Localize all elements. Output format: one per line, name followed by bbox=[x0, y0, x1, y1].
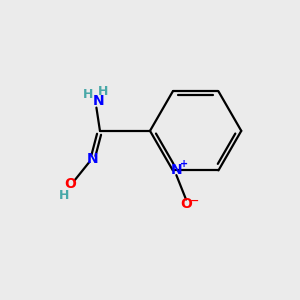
Text: +: + bbox=[180, 159, 188, 169]
Text: H: H bbox=[83, 88, 93, 100]
Text: N: N bbox=[87, 152, 98, 166]
Text: H: H bbox=[59, 188, 69, 202]
Text: H: H bbox=[98, 85, 108, 98]
Text: O: O bbox=[64, 177, 76, 191]
Text: −: − bbox=[190, 196, 199, 206]
Text: O: O bbox=[180, 197, 192, 211]
Text: N: N bbox=[170, 164, 182, 177]
Text: N: N bbox=[93, 94, 105, 107]
